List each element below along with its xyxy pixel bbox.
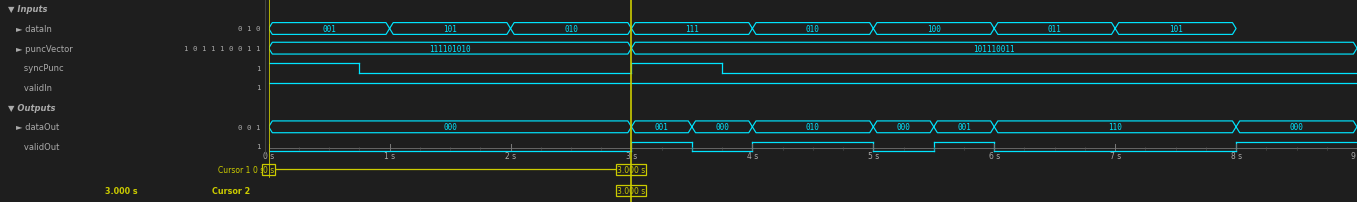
Polygon shape [631, 121, 692, 133]
Text: 110: 110 [1109, 123, 1122, 132]
Text: 3.000 s: 3.000 s [617, 165, 646, 174]
Polygon shape [269, 23, 389, 35]
Text: 000: 000 [897, 123, 911, 132]
Text: 5 s: 5 s [867, 151, 879, 160]
Polygon shape [269, 121, 631, 133]
Text: 8 s: 8 s [1231, 151, 1242, 160]
Text: 0 s: 0 s [263, 165, 274, 174]
Text: 3.000 s: 3.000 s [617, 186, 646, 195]
Text: 1 s: 1 s [384, 151, 395, 160]
Text: Cursor 2: Cursor 2 [212, 186, 250, 195]
Text: ▼ Inputs: ▼ Inputs [8, 5, 47, 14]
Text: 101: 101 [444, 25, 457, 34]
Polygon shape [995, 121, 1236, 133]
Polygon shape [934, 121, 995, 133]
Polygon shape [692, 121, 752, 133]
Text: 0 s: 0 s [263, 151, 274, 160]
Polygon shape [1115, 23, 1236, 35]
Text: Cursor 1: Cursor 1 [217, 165, 250, 174]
Text: 100: 100 [927, 25, 940, 34]
Text: 010: 010 [806, 123, 820, 132]
Text: ▼ Outputs: ▼ Outputs [8, 103, 56, 112]
Polygon shape [631, 23, 752, 35]
Text: 1: 1 [256, 85, 261, 91]
Polygon shape [631, 43, 1357, 55]
Text: 0 s: 0 s [252, 165, 263, 174]
Text: 1: 1 [256, 144, 261, 150]
Text: validIn: validIn [16, 84, 52, 93]
Polygon shape [752, 121, 874, 133]
Text: 1: 1 [256, 65, 261, 72]
Text: validOut: validOut [16, 142, 60, 151]
Text: syncPunc: syncPunc [16, 64, 64, 73]
Polygon shape [995, 23, 1115, 35]
Polygon shape [510, 23, 631, 35]
Text: 101: 101 [1168, 25, 1182, 34]
Polygon shape [874, 23, 995, 35]
Text: 011: 011 [1048, 25, 1061, 34]
Polygon shape [1236, 121, 1357, 133]
Text: 010: 010 [806, 25, 820, 34]
Polygon shape [389, 23, 510, 35]
Text: ► dataIn: ► dataIn [16, 25, 52, 34]
Text: 001: 001 [957, 123, 972, 132]
Text: 2 s: 2 s [505, 151, 516, 160]
Text: 001: 001 [654, 123, 669, 132]
Text: 3 s: 3 s [626, 151, 636, 160]
Text: 0 0 1: 0 0 1 [237, 124, 261, 130]
Text: 9 s: 9 s [1352, 151, 1357, 160]
Text: 111: 111 [685, 25, 699, 34]
Polygon shape [752, 23, 874, 35]
Polygon shape [874, 121, 934, 133]
Text: 101110011: 101110011 [973, 44, 1015, 53]
Text: 000: 000 [444, 123, 457, 132]
Text: 0 1 0: 0 1 0 [237, 26, 261, 32]
Text: 010: 010 [565, 25, 578, 34]
Text: 7 s: 7 s [1110, 151, 1121, 160]
Text: 6 s: 6 s [989, 151, 1000, 160]
Polygon shape [269, 43, 631, 55]
Text: 001: 001 [322, 25, 337, 34]
Text: 3.000 s: 3.000 s [104, 186, 137, 195]
Text: 111101010: 111101010 [429, 44, 471, 53]
Text: ► dataOut: ► dataOut [16, 123, 60, 132]
Text: ► puncVector: ► puncVector [16, 44, 73, 53]
Text: 000: 000 [1289, 123, 1304, 132]
Text: 4 s: 4 s [746, 151, 759, 160]
Text: 000: 000 [715, 123, 729, 132]
Text: 1 0 1 1 1 0 0 1 1: 1 0 1 1 1 0 0 1 1 [185, 46, 261, 52]
